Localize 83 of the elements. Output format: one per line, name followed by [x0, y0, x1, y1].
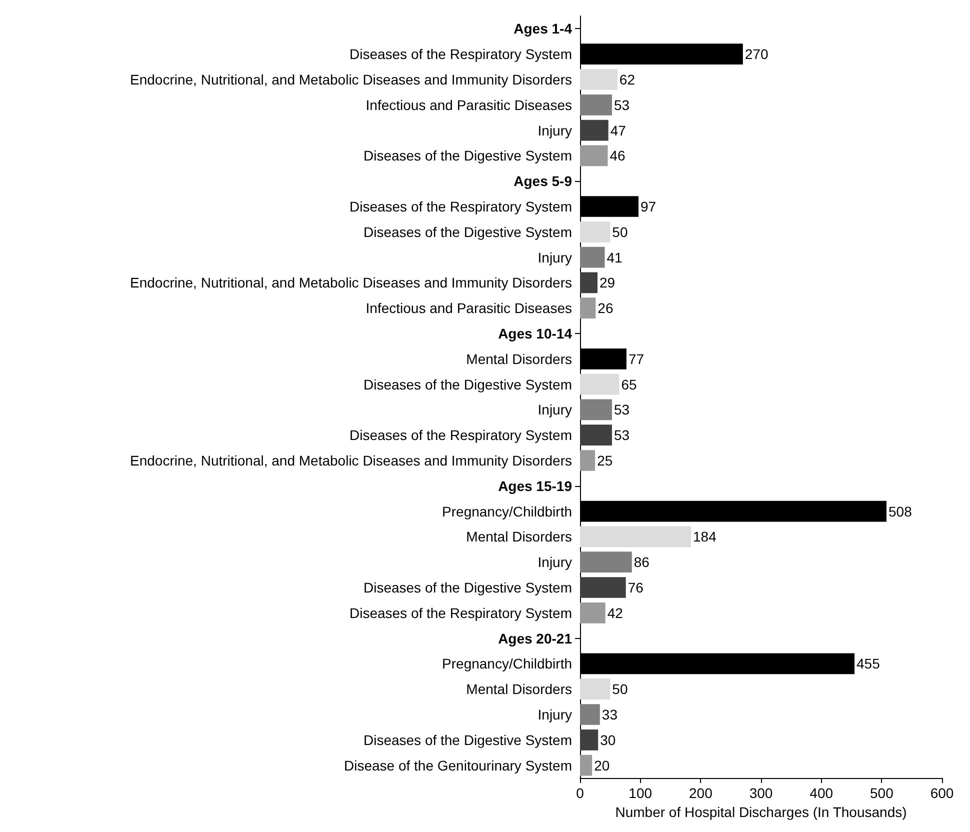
data-label: 53: [614, 427, 630, 444]
y-tick-label: Pregnancy/Childbirth: [442, 656, 572, 672]
bar: [580, 602, 606, 624]
x-tick-label: 500: [870, 785, 894, 801]
data-label: 184: [693, 528, 717, 545]
data-label: 30: [600, 732, 616, 748]
data-label: 455: [856, 656, 880, 672]
bar: [580, 246, 605, 268]
y-tick-label: Diseases of the Digestive System: [363, 376, 572, 392]
y-tick-label: Pregnancy/Childbirth: [442, 503, 572, 520]
bar: [580, 424, 612, 446]
data-label: 46: [610, 148, 626, 164]
y-tick-label: Endocrine, Nutritional, and Metabolic Diseases and Immunity Disorders: [130, 452, 572, 468]
data-label: 50: [612, 224, 628, 240]
data-label: 50: [612, 681, 628, 698]
bar: [580, 272, 598, 294]
y-tick-label: Mental Disorders: [466, 681, 572, 698]
y-tick-label: Ages 15-19: [498, 478, 572, 494]
bar: [580, 577, 626, 598]
data-label: 97: [640, 198, 656, 214]
data-label: 53: [614, 96, 630, 113]
y-tick-label: Injury: [538, 554, 572, 570]
data-label: 25: [597, 452, 613, 468]
bar: [580, 704, 600, 725]
y-tick-label: Diseases of the Respiratory System: [349, 427, 572, 444]
y-tick-label: Infectious and Parasitic Diseases: [366, 300, 572, 316]
x-tick-label: 300: [749, 785, 773, 801]
y-tick-label: Diseases of the Digestive System: [363, 148, 572, 164]
data-label: 20: [594, 757, 610, 774]
data-label: 29: [599, 274, 616, 291]
y-tick-label: Diseases of the Respiratory System: [349, 604, 572, 621]
x-axis-title: Number of Hospital Discharges (In Thousands): [615, 804, 907, 820]
x-tick-label: 0: [576, 785, 584, 801]
bar: [580, 69, 618, 90]
bar: [580, 552, 632, 573]
data-label: 270: [744, 46, 768, 62]
data-label: 41: [606, 249, 623, 266]
data-label: 42: [607, 604, 624, 621]
bar: [580, 526, 692, 548]
y-tick-label: Diseases of the Digestive System: [363, 732, 572, 748]
data-label: 62: [619, 72, 636, 88]
y-tick-label: Endocrine, Nutritional, and Metabolic Diseases and Immunity Disorders: [130, 72, 572, 88]
data-label: 65: [621, 376, 638, 392]
y-tick-label: Diseases of the Respiratory System: [349, 198, 572, 214]
x-tick-label: 100: [628, 785, 652, 801]
y-tick-label: Infectious and Parasitic Diseases: [366, 96, 572, 113]
data-label: 26: [598, 300, 614, 316]
data-label: 508: [888, 503, 912, 520]
data-label: 47: [610, 122, 626, 138]
y-tick-label: Injury: [538, 249, 572, 266]
bar: [580, 120, 608, 141]
bar: [580, 374, 620, 395]
bar: [580, 450, 596, 471]
bar: [580, 729, 598, 750]
data-label: 33: [602, 706, 618, 722]
y-tick-label: Injury: [538, 402, 572, 418]
y-tick-label: Ages 20-21: [498, 630, 572, 646]
x-tick-label: 600: [930, 785, 954, 801]
y-tick-label: Endocrine, Nutritional, and Metabolic Diseases and Immunity Disorders: [130, 274, 572, 291]
y-tick-label: Disease of the Genitourinary System: [344, 757, 572, 774]
y-tick-label: Diseases of the Digestive System: [363, 224, 572, 240]
x-tick-label: 400: [810, 785, 834, 801]
bar: [580, 94, 612, 116]
y-tick-label: Mental Disorders: [466, 350, 572, 367]
y-tick-label: Ages 5-9: [514, 173, 572, 190]
bar: [580, 145, 608, 166]
bar: [580, 221, 610, 242]
bar: [580, 678, 610, 700]
y-tick-label: Diseases of the Respiratory System: [349, 46, 572, 62]
y-tick-label: Ages 10-14: [498, 326, 572, 342]
y-tick-label: Ages 1-4: [514, 20, 572, 37]
x-tick-label: 200: [688, 785, 713, 801]
y-tick-label: Injury: [538, 706, 572, 722]
y-tick-label: Mental Disorders: [466, 528, 572, 545]
data-label: 77: [628, 350, 644, 367]
bar: [580, 399, 612, 420]
data-label: 53: [614, 402, 630, 418]
y-tick-label: Diseases of the Digestive System: [363, 580, 572, 596]
bar: [580, 754, 592, 776]
y-tick-label: Injury: [538, 122, 572, 138]
data-label: 86: [634, 554, 650, 570]
bar: [580, 298, 596, 319]
data-label: 76: [628, 580, 644, 596]
